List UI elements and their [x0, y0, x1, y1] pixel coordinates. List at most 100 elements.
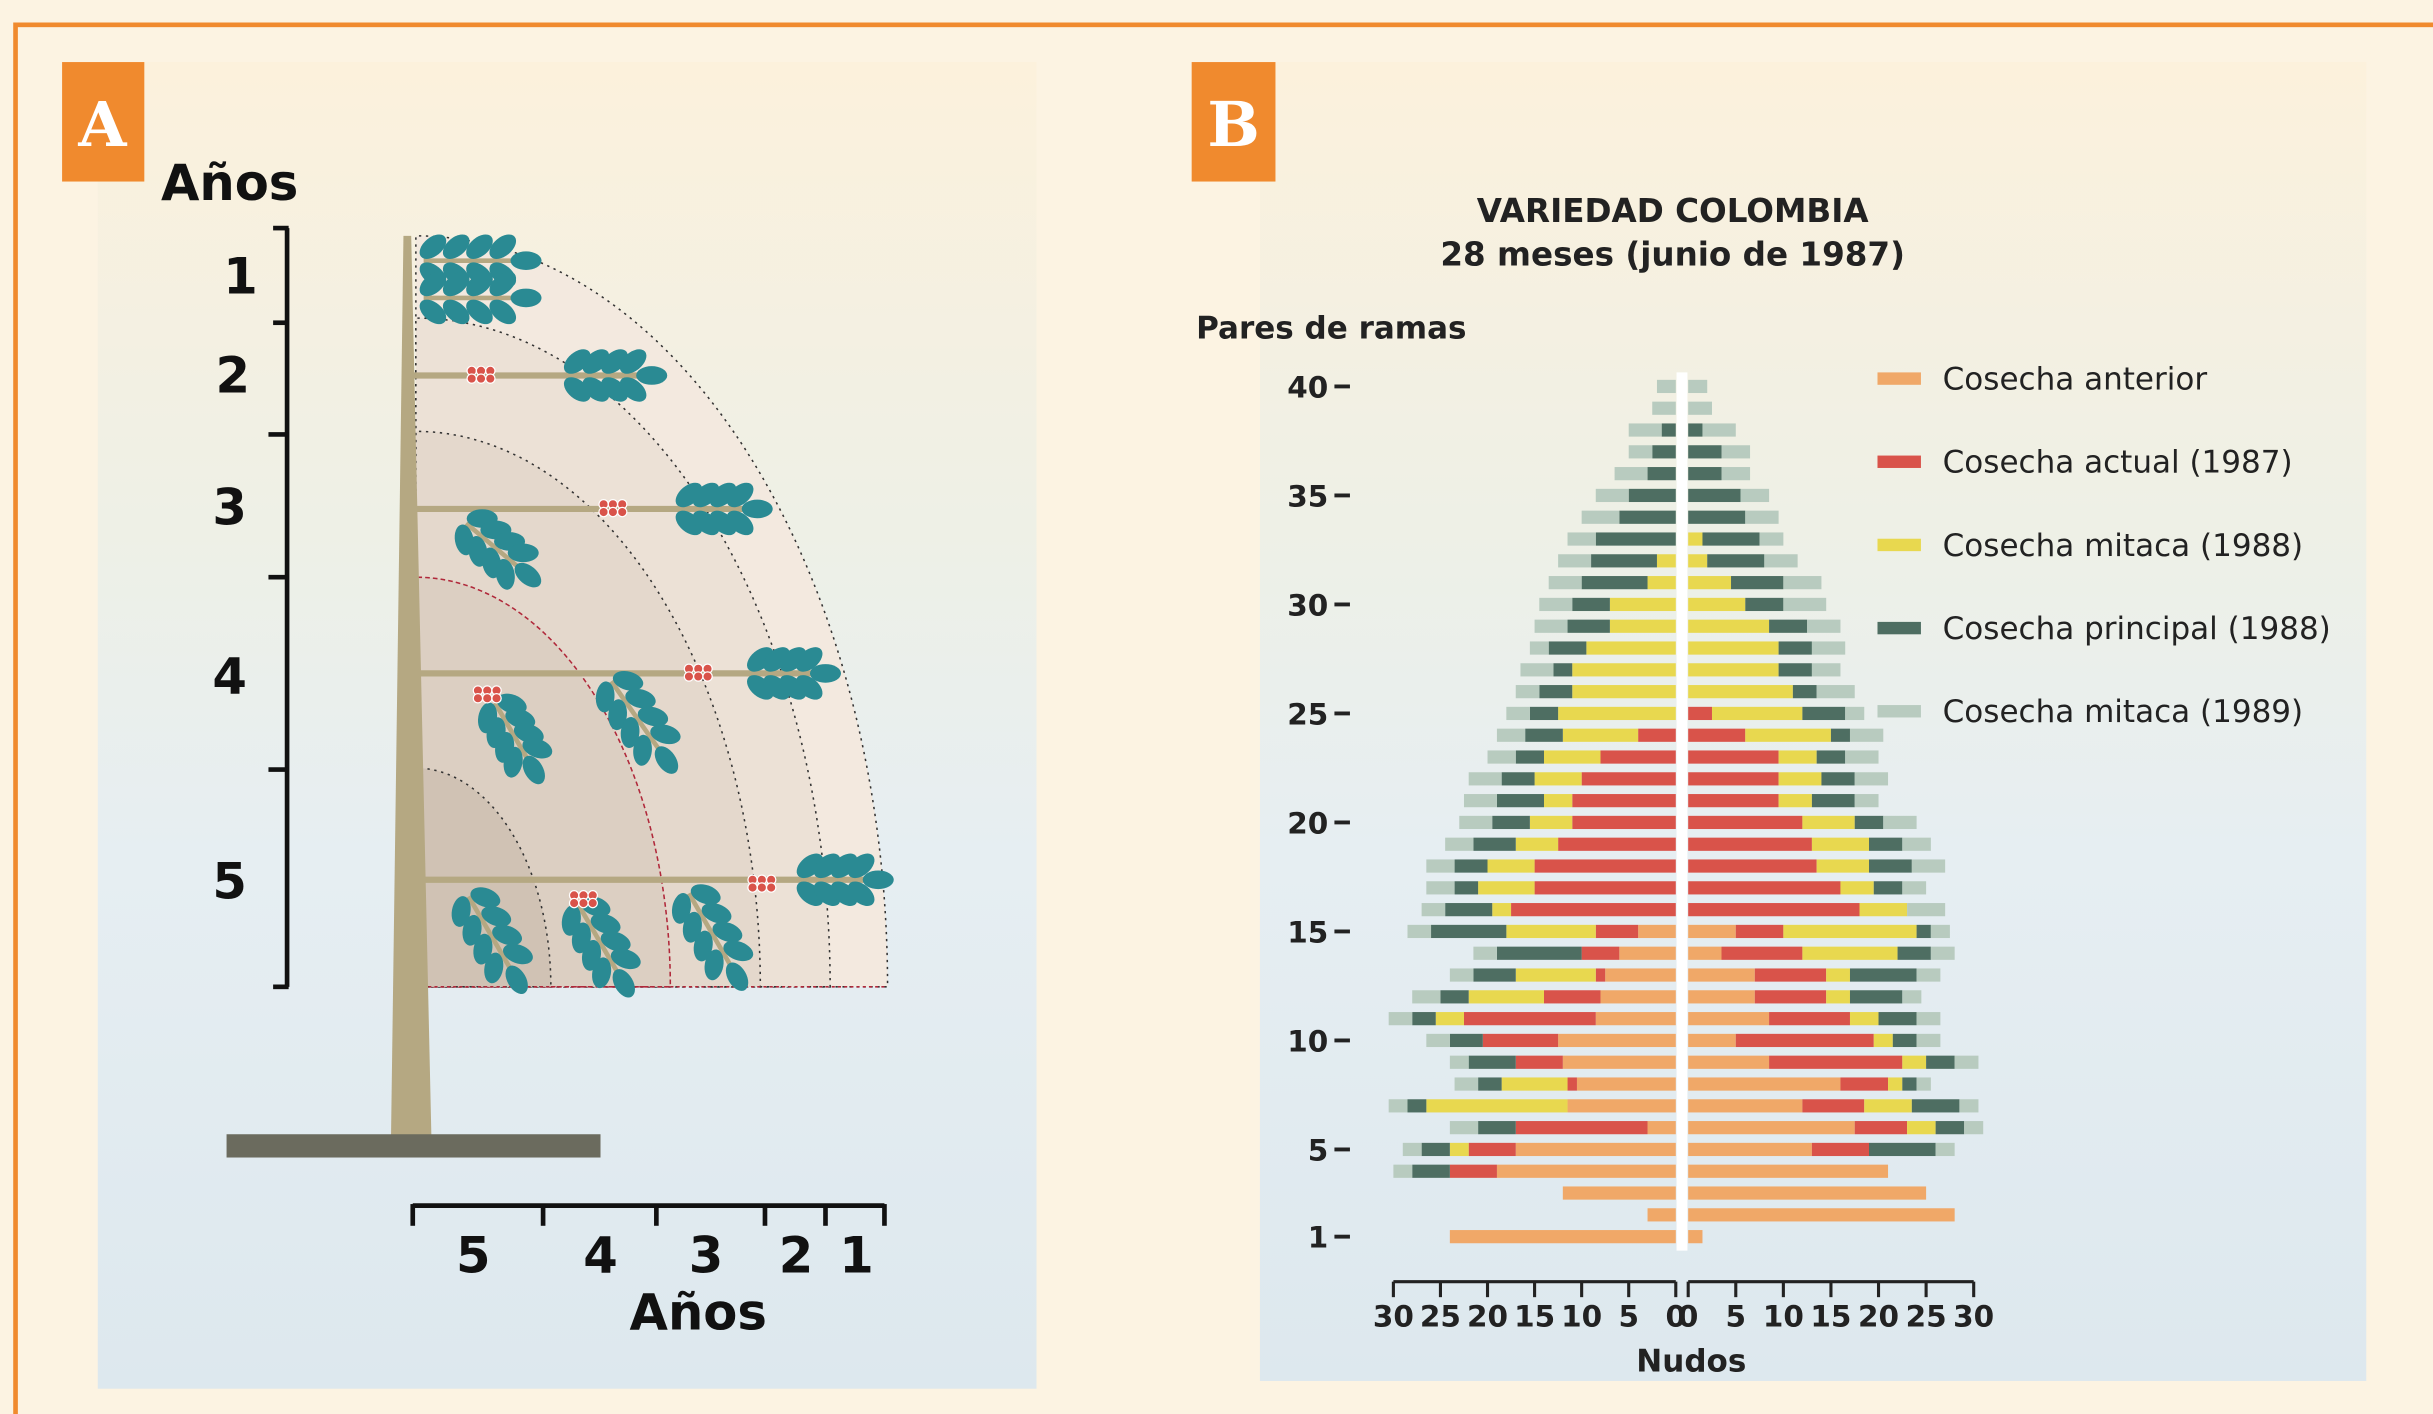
- bar-segment: [1529, 641, 1549, 655]
- bar-segment: [1688, 1055, 1770, 1069]
- berry: [568, 897, 580, 909]
- bar-segment: [1764, 554, 1798, 568]
- berry: [466, 373, 477, 384]
- bar-segment: [1595, 532, 1676, 546]
- leaf-cluster: [747, 647, 842, 700]
- bar-segment: [1515, 1142, 1676, 1157]
- bar-segment: [1964, 1121, 1984, 1135]
- bar-segment: [1492, 903, 1512, 917]
- bar-segment: [1576, 1077, 1676, 1091]
- bar-segment: [1388, 1012, 1413, 1026]
- leaf-cluster: [451, 887, 533, 994]
- berry: [692, 671, 704, 682]
- bar-segment: [1769, 619, 1808, 633]
- leaf: [595, 681, 615, 713]
- leaf: [466, 271, 493, 297]
- bar-segment: [1688, 859, 1817, 873]
- bar-segment: [1702, 532, 1760, 546]
- leaf: [795, 647, 823, 672]
- bar-segment: [1534, 619, 1568, 633]
- bar-segment: [1468, 772, 1502, 786]
- y-tick-label: 15: [1287, 915, 1328, 949]
- leaf: [442, 234, 470, 259]
- panel-a: Años 1 2 3 4 5 5 4 3 2 1 Años: [161, 154, 894, 1342]
- leaf: [612, 671, 644, 691]
- bar-segment: [1883, 815, 1917, 830]
- leaf-stem: [686, 892, 735, 970]
- bar-segment: [1454, 1077, 1479, 1091]
- leaf: [671, 893, 692, 924]
- bar-segment: [1628, 423, 1662, 437]
- y-label: 4: [212, 648, 247, 706]
- leaf: [466, 299, 493, 325]
- bar-segment: [1619, 510, 1676, 524]
- bar-segment: [1873, 1033, 1893, 1048]
- leaf: [862, 870, 894, 890]
- x-label: 3: [689, 1226, 724, 1284]
- bar-segment: [1534, 881, 1676, 895]
- bar-segment: [1688, 924, 1736, 939]
- bar-segment: [1567, 619, 1610, 633]
- legend-swatch: [1877, 455, 1921, 468]
- bar-segment: [1811, 1142, 1870, 1157]
- bar-segment: [1567, 532, 1596, 546]
- bar-segment: [1426, 1033, 1450, 1048]
- bar-segment: [1449, 1033, 1483, 1048]
- bar-segment: [1854, 1121, 1908, 1135]
- x-tick-label: 30: [1953, 1300, 1994, 1334]
- bar-segment: [1407, 1099, 1427, 1113]
- badge-b-label: B: [1207, 88, 1259, 161]
- bar-segment: [1778, 663, 1812, 677]
- bar-segment: [1688, 1077, 1841, 1091]
- bar-segment: [1581, 772, 1676, 786]
- panel-b-bg: [1259, 62, 2367, 1381]
- bar-segment: [1426, 881, 1455, 895]
- bar-segment: [1412, 1164, 1450, 1178]
- bar-segment: [1647, 576, 1676, 590]
- leaf: [619, 377, 647, 402]
- bar-segment: [1426, 1099, 1568, 1113]
- bar-segment: [1543, 750, 1601, 764]
- bar-segment: [1688, 794, 1779, 808]
- berry: [683, 671, 695, 682]
- chart-title: VARIEDAD COLOMBIA: [1477, 192, 1870, 230]
- bar-segment: [1496, 794, 1544, 808]
- chart-subtitle: 28 meses (junio de 1987): [1440, 235, 1905, 273]
- leaf: [726, 482, 754, 508]
- bar-segment: [1412, 1012, 1436, 1026]
- bar-segment: [1562, 1055, 1676, 1069]
- leaf-cluster: [477, 693, 553, 785]
- bar-segment: [1735, 924, 1784, 939]
- bar-segment: [1445, 837, 1474, 851]
- x-tick-label: 10: [1561, 1300, 1602, 1334]
- bar-segment: [1821, 772, 1855, 786]
- x-label: 2: [779, 1226, 814, 1284]
- bar-segment: [1496, 728, 1526, 742]
- leaf: [442, 271, 470, 297]
- bar-segment: [1688, 706, 1712, 721]
- bar-segment: [1688, 597, 1746, 612]
- bar-segment: [1609, 597, 1676, 612]
- leaf: [608, 699, 628, 731]
- berry: [485, 373, 496, 384]
- bar-segment: [1520, 663, 1554, 677]
- badge-b: [1191, 62, 1276, 182]
- bar-segment: [1688, 445, 1722, 459]
- leaf-cluster: [561, 896, 641, 998]
- bar-segment: [1539, 685, 1573, 699]
- bar-segment: [1745, 728, 1831, 742]
- bar-segment: [1816, 750, 1846, 764]
- leaf-cluster: [796, 853, 894, 906]
- bar-segment: [1688, 1142, 1812, 1157]
- x-axis-label: Nudos: [1636, 1344, 1746, 1380]
- bar-segment: [1586, 641, 1676, 655]
- bar-segment: [1783, 597, 1827, 612]
- bar-segment: [1647, 1121, 1676, 1135]
- x-tick-label: 5: [1726, 1300, 1747, 1334]
- leaf-stem: [492, 701, 532, 764]
- leaf: [510, 251, 542, 270]
- leaf: [492, 924, 523, 946]
- leaf: [620, 717, 640, 748]
- berry: [702, 671, 713, 682]
- bar-segment: [1802, 946, 1898, 960]
